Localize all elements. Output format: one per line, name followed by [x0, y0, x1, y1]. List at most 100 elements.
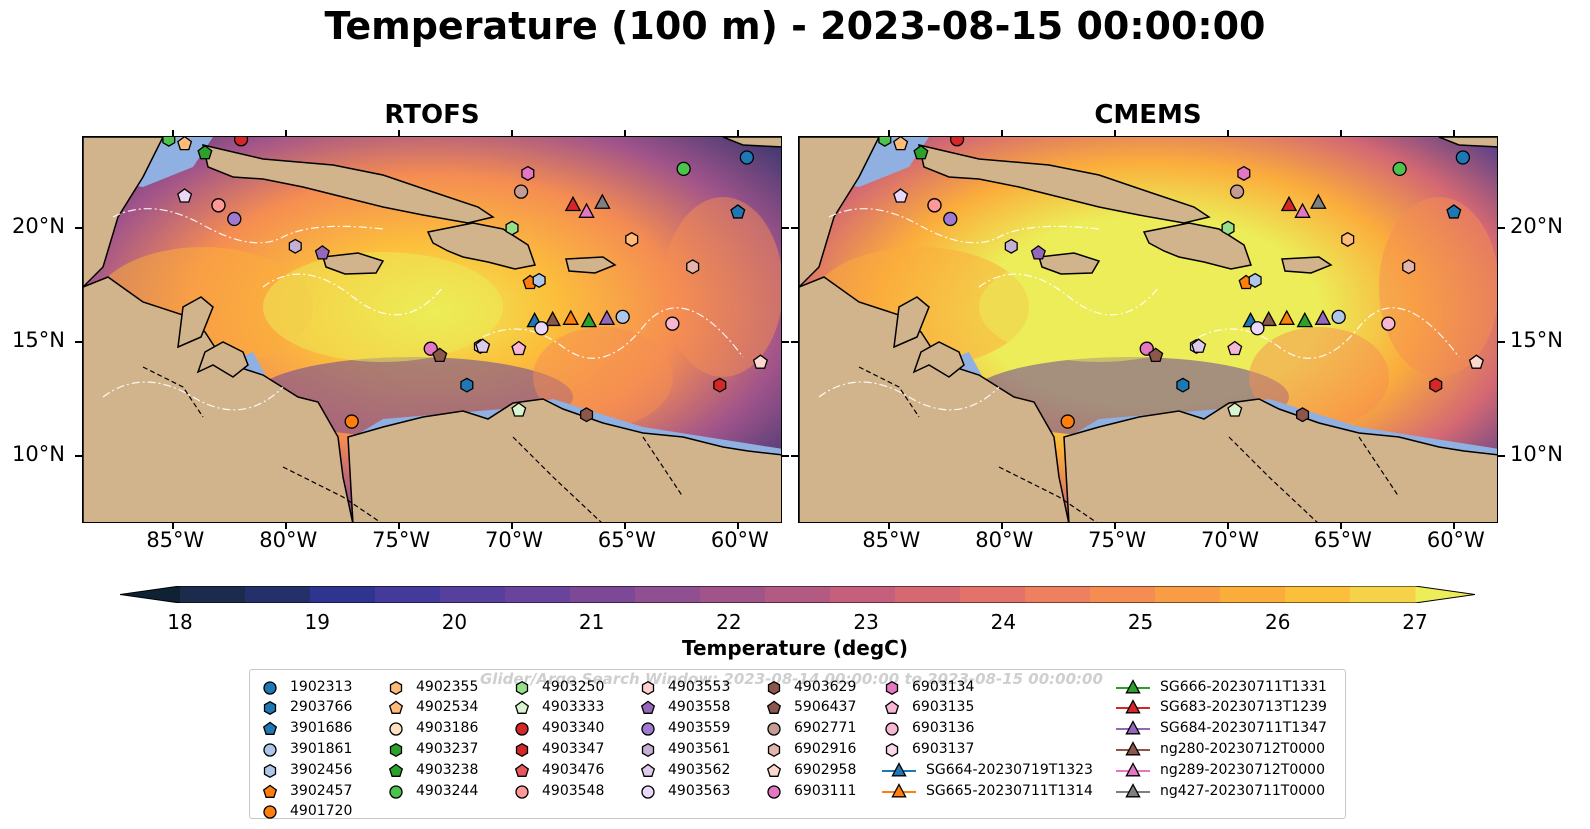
map-marker-3901686[interactable] [1446, 204, 1462, 219]
map-marker-6902916[interactable] [686, 259, 700, 275]
map-marker-ng427-20230711T0000[interactable] [594, 193, 611, 209]
map-marker-3902456[interactable] [1248, 272, 1262, 288]
map-marker-SG683-20230713T1239[interactable] [564, 195, 582, 212]
map-marker-6902771[interactable] [513, 184, 529, 199]
map-marker-4901720[interactable] [344, 414, 359, 429]
map-marker-6903134[interactable] [1237, 165, 1251, 181]
map-marker-4903629[interactable] [1295, 407, 1310, 423]
legend-item-4903237: 4903237 [386, 738, 478, 759]
map-panel-rtofs[interactable] [82, 136, 782, 523]
map-marker-6903135[interactable] [1227, 340, 1243, 356]
map-marker-6902916[interactable] [1402, 259, 1416, 275]
pentagon-marker-icon [766, 700, 782, 715]
map-marker-4903563[interactable] [1250, 321, 1265, 336]
map-marker-5906437[interactable] [1148, 347, 1164, 362]
map-marker-3901861[interactable] [1331, 309, 1346, 324]
legend-item-1902313: 1902313 [260, 676, 352, 697]
legend-item-4903562: 4903562 [638, 759, 730, 780]
map-marker-4903340[interactable] [233, 137, 249, 147]
map-marker-6902771[interactable] [1229, 184, 1245, 199]
map-marker-SG683-20230713T1239[interactable] [1280, 195, 1298, 212]
map-marker-ng280-20230712T0000[interactable] [544, 310, 561, 327]
map-marker-ng289-20230712T0000[interactable] [578, 202, 595, 218]
map-marker-4903238[interactable] [913, 144, 929, 160]
legend-item-4903333: 4903333 [512, 697, 604, 718]
map-marker-4903548[interactable] [211, 198, 226, 213]
lon-tick-label: 65°W [1313, 528, 1372, 552]
map-marker-4903562[interactable] [1191, 338, 1207, 353]
map-marker-4903553[interactable] [177, 188, 193, 203]
hexagon-marker-icon [885, 742, 899, 757]
map-marker-4902534[interactable] [893, 137, 909, 151]
legend-item-3902457: 3902457 [260, 780, 352, 801]
map-marker-SG665-20230711T1314[interactable] [562, 309, 579, 325]
map-marker-4903629[interactable] [579, 407, 594, 423]
map-marker-4902355[interactable] [625, 231, 639, 247]
map-marker-6902958[interactable] [752, 354, 768, 369]
map-panel-cmems[interactable] [798, 136, 1498, 523]
map-marker-4903333[interactable] [1227, 402, 1243, 417]
map-marker-4902355[interactable] [1341, 231, 1355, 247]
map-marker-4903548[interactable] [927, 198, 942, 213]
colorbar-tick-label: 22 [716, 610, 742, 634]
map-marker-4903333[interactable] [511, 402, 527, 417]
map-marker-SG666-20230711T1331[interactable] [1296, 311, 1314, 328]
map-marker-5906437[interactable] [432, 347, 448, 362]
map-marker-4903558[interactable] [1030, 245, 1046, 260]
map-marker-ng427-20230711T0000[interactable] [1310, 193, 1327, 209]
map-marker-4903244[interactable] [1392, 161, 1407, 177]
map-marker-4903237[interactable] [878, 137, 892, 147]
lon-tick-mark [1114, 130, 1117, 137]
circle-marker-icon [389, 784, 403, 799]
colorbar-tick-label: 24 [990, 610, 1017, 634]
lon-tick-label: 75°W [1088, 528, 1147, 552]
map-marker-6902958[interactable] [1468, 354, 1484, 369]
map-marker-4903340[interactable] [949, 137, 965, 147]
circle-marker-icon [767, 784, 781, 799]
map-marker-4901720[interactable] [1060, 414, 1075, 429]
map-marker-3901861[interactable] [615, 309, 630, 324]
pentagon-marker-icon [262, 721, 278, 736]
map-marker-4903553[interactable] [893, 188, 909, 203]
hexagon-marker-icon [263, 701, 277, 716]
map-marker-6903136[interactable] [1381, 316, 1396, 331]
map-marker-SG665-20230711T1314[interactable] [1278, 309, 1295, 325]
legend-label: 4903548 [542, 782, 605, 799]
map-marker-6903134[interactable] [521, 165, 535, 181]
map-marker-4903561[interactable] [288, 238, 302, 254]
map-marker-4903237[interactable] [162, 137, 176, 147]
map-marker-2903766[interactable] [1176, 377, 1190, 393]
map-marker-SG684-20230711T1347[interactable] [1314, 309, 1332, 325]
map-marker-SG666-20230711T1331[interactable] [580, 311, 598, 328]
map-marker-2903766[interactable] [460, 377, 474, 393]
map-marker-4903347[interactable] [1429, 377, 1443, 393]
map-marker-3902456[interactable] [532, 272, 546, 288]
map-marker-4903561[interactable] [1004, 238, 1018, 254]
pentagon-marker-icon [262, 784, 278, 798]
map-marker-3901686[interactable] [730, 204, 746, 219]
legend-label: 4903244 [416, 782, 479, 799]
map-marker-4903559[interactable] [227, 211, 242, 227]
pentagon-marker-icon [388, 763, 404, 777]
map-marker-4903558[interactable] [314, 245, 330, 260]
lon-tick-label: 60°W [1426, 528, 1485, 552]
map-marker-4903238[interactable] [197, 144, 213, 160]
map-marker-1902313[interactable] [739, 150, 755, 165]
legend-label: ng427-20230711T0000 [1160, 782, 1325, 799]
map-marker-ng289-20230712T0000[interactable] [1294, 202, 1311, 218]
map-marker-4903250[interactable] [505, 220, 519, 236]
map-marker-4903250[interactable] [1221, 220, 1235, 236]
map-marker-6903135[interactable] [511, 340, 527, 356]
map-marker-4903347[interactable] [713, 377, 727, 393]
map-marker-ng280-20230712T0000[interactable] [1260, 310, 1277, 327]
map-marker-4903562[interactable] [475, 338, 491, 353]
map-marker-SG684-20230711T1347[interactable] [598, 309, 616, 325]
map-marker-4903244[interactable] [676, 161, 691, 177]
lon-tick-label: 80°W [975, 528, 1034, 552]
map-marker-6903136[interactable] [665, 316, 680, 331]
map-marker-4903559[interactable] [943, 211, 958, 227]
map-marker-4903563[interactable] [534, 321, 549, 336]
map-marker-4902534[interactable] [177, 137, 193, 151]
map-marker-1902313[interactable] [1455, 150, 1471, 165]
legend-label: 6903136 [912, 720, 975, 737]
